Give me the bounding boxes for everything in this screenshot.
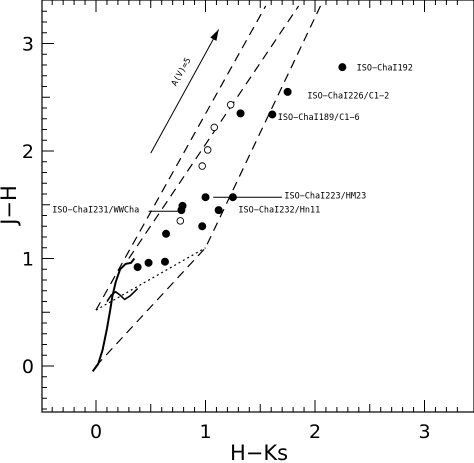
ctts-locus-line: [95, 247, 206, 311]
filled-star-marker: [228, 193, 237, 202]
annotation-label: ISO−ChaI232/Hn11: [238, 205, 320, 215]
annotation-label: ISO−ChaI189/C1−6: [278, 113, 360, 123]
y-tick-label: 2: [22, 141, 34, 163]
open-star-marker: [198, 162, 206, 170]
x-tick-label: 3: [418, 421, 430, 443]
annotation-label: ISO−ChaI192: [357, 63, 413, 73]
open-star-marker: [226, 101, 235, 109]
tick-labels: 0 1 2 3 0 1 2 3: [22, 34, 431, 444]
reddening-band-line: [95, 5, 267, 311]
data-points: [133, 63, 347, 272]
filled-star-marker: [133, 263, 142, 272]
x-tick-label: 1: [199, 421, 211, 443]
plot-frame: [41, 0, 474, 413]
filled-star-marker: [160, 257, 169, 266]
open-star-marker: [203, 146, 212, 154]
filled-star-marker: [236, 109, 245, 118]
reddening-band-line: [95, 5, 322, 367]
giant-branch-curve: [106, 288, 139, 302]
filled-star-marker: [144, 258, 153, 267]
y-tick-label: 0: [22, 356, 34, 378]
annotation-label: ISO−ChaI231/WWCha: [52, 205, 139, 215]
annotation-label: ISO−ChaI226/C1−2: [307, 91, 389, 101]
filled-star-marker: [178, 201, 187, 210]
axis-ticks: [42, 0, 458, 412]
curves: [91, 5, 322, 372]
dwarf-locus-curve: [91, 257, 136, 372]
open-star-marker: [176, 217, 185, 225]
x-axis-title: H−Ks: [230, 441, 288, 463]
filled-star-marker: [214, 206, 223, 215]
filled-star-marker: [268, 110, 277, 119]
y-tick-label: 1: [22, 249, 34, 271]
annotations: A(V)=5 ISO−ChaI192 ISO−ChaI226/C1−2 ISO−Cha…: [52, 56, 413, 215]
open-star-marker: [210, 123, 219, 132]
annotation-label: ISO−ChaI223/HM23: [284, 191, 366, 201]
filled-star-marker: [162, 229, 171, 238]
filled-star-marker: [201, 193, 210, 202]
x-tick-label: 2: [309, 421, 321, 443]
filled-star-marker: [338, 63, 347, 72]
annotation-label: A(V)=5: [170, 56, 194, 88]
filled-star-marker: [198, 222, 207, 231]
y-axis-title: J−H: [0, 185, 21, 227]
reddening-vector-arrow: [150, 29, 220, 154]
reddening-band-line: [128, 5, 300, 259]
arrow-head-icon: [210, 29, 219, 41]
x-tick-label: 0: [90, 421, 102, 443]
y-tick-label: 3: [22, 34, 34, 56]
filled-star-marker: [283, 87, 292, 96]
